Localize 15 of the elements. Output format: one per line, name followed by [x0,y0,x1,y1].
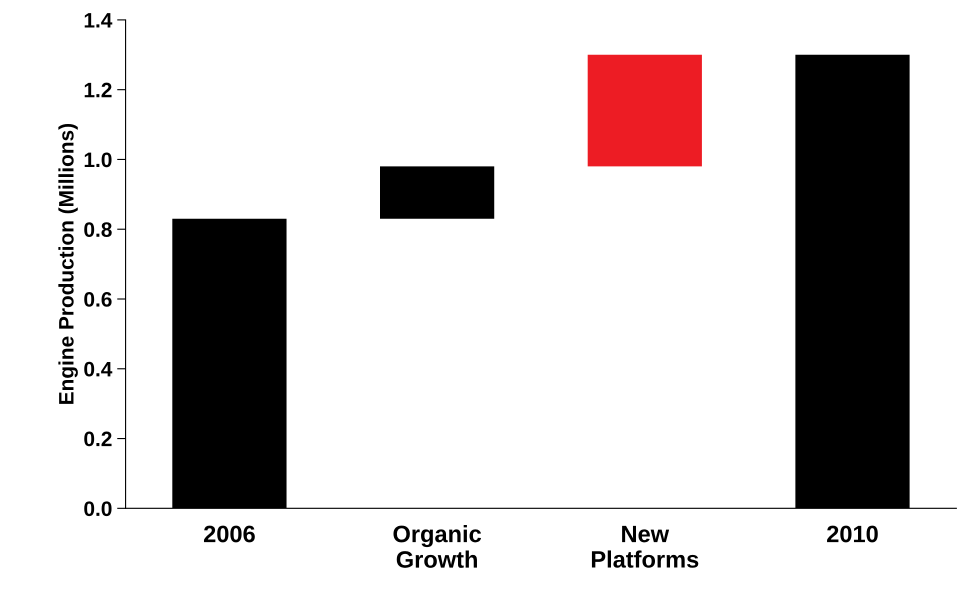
y-tick-label: 0.0 [84,501,112,516]
bar [380,166,494,219]
y-tick-label: 1.2 [84,82,112,98]
y-tick-label: 0.2 [84,432,112,446]
x-tick-label: 2006 [204,526,255,542]
y-tick-label: 1.4 [84,13,112,28]
x-tick-label: New Platforms [592,526,698,568]
y-axis-title: Engine Production (Millions) [58,124,78,404]
x-tick-label: 2010 [827,526,878,542]
y-tick-label: 0.6 [84,292,112,307]
bar [588,54,702,166]
y-tick-label: 0.8 [84,222,112,237]
y-tick-label: 1.0 [84,152,112,168]
x-tick-label: Organic Growth [393,524,482,568]
y-tick-label: 0.4 [84,362,112,377]
